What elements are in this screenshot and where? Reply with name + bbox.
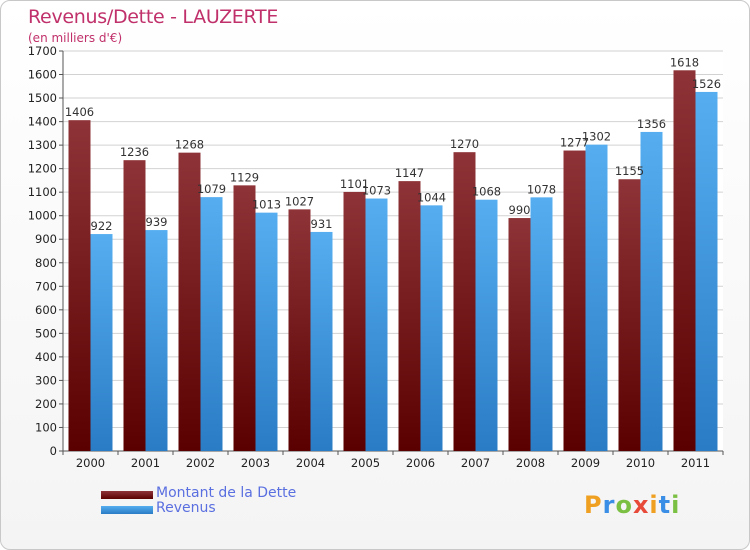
data-label: 1044 (417, 190, 446, 204)
debt-bar (288, 209, 311, 451)
revenue-bar (145, 230, 168, 451)
x-tick-label: 2009 (571, 456, 600, 470)
revenue-bar (475, 199, 498, 451)
debt-bar (68, 120, 91, 452)
data-label: 1268 (175, 138, 204, 152)
data-label: 1155 (615, 164, 644, 178)
chart-title: Revenus/Dette - LAUZERTE (28, 6, 279, 28)
data-label: 1356 (637, 117, 666, 131)
y-tick-label: 1200 (28, 162, 57, 176)
legend-label-debt: Montant de la Dette (156, 485, 297, 501)
chart-subtitle: (en milliers d'€) (28, 31, 123, 45)
logo-letter: x (632, 491, 650, 519)
x-tick-label: 2006 (406, 456, 435, 470)
data-label: 1027 (285, 194, 314, 208)
data-label: 1270 (450, 137, 479, 151)
data-label: 1073 (362, 184, 391, 198)
debt-bar (233, 185, 256, 451)
revenue-bar (310, 231, 333, 451)
y-tick-label: 1300 (28, 138, 57, 152)
legend-swatch-revenue (101, 506, 153, 514)
y-tick-label: 400 (35, 350, 57, 364)
y-tick-label: 900 (35, 232, 57, 246)
x-tick-label: 2001 (131, 456, 160, 470)
x-tick-label: 2002 (186, 456, 215, 470)
data-label: 1068 (472, 185, 501, 199)
legend-label-revenue: Revenus (156, 500, 216, 516)
y-tick-label: 100 (35, 420, 57, 434)
revenue-bar (640, 131, 663, 452)
debt-bar (398, 181, 421, 451)
y-tick-label: 200 (35, 397, 57, 411)
debt-bar (343, 191, 366, 452)
x-tick-label: 2008 (516, 456, 545, 470)
data-label: 1406 (65, 105, 94, 119)
data-label: 1302 (582, 130, 611, 144)
plot-area (63, 51, 723, 451)
data-label: 1236 (120, 145, 149, 159)
debt-bar (508, 218, 531, 451)
data-label: 939 (146, 215, 168, 229)
x-tick-label: 2003 (241, 456, 270, 470)
revenue-bar (200, 197, 223, 451)
y-tick-label: 1500 (28, 91, 57, 105)
x-tick-label: 2004 (296, 456, 325, 470)
logo-letter: t (658, 491, 672, 519)
revenue-bar (90, 234, 113, 451)
y-tick-label: 0 (50, 444, 57, 458)
data-label: 1129 (230, 170, 259, 184)
legend-swatch-debt (101, 491, 153, 499)
logo-letter: P (584, 491, 603, 519)
y-tick-label: 1700 (28, 44, 57, 58)
data-label: 1078 (527, 182, 556, 196)
logo-letter: o (615, 491, 633, 519)
y-tick-label: 1100 (28, 185, 57, 199)
revenue-bar (255, 212, 278, 451)
revenue-bar (365, 198, 388, 451)
data-label: 1618 (670, 55, 699, 69)
logo-letter: r (602, 491, 616, 519)
y-tick-label: 600 (35, 303, 57, 317)
debt-bar (673, 70, 696, 451)
y-tick-label: 1400 (28, 115, 57, 129)
data-label: 931 (311, 217, 333, 231)
data-label: 1101 (340, 177, 369, 191)
data-label: 922 (91, 219, 113, 233)
y-tick-label: 1000 (28, 209, 57, 223)
x-tick-label: 2000 (76, 456, 105, 470)
data-label: 1013 (252, 198, 281, 212)
revenue-bar (530, 197, 553, 451)
y-tick-label: 800 (35, 256, 57, 270)
debt-bar (453, 152, 476, 452)
debt-bar (563, 150, 586, 451)
data-label: 1079 (197, 182, 226, 196)
x-tick-label: 2005 (351, 456, 380, 470)
debt-bar (618, 179, 641, 451)
debt-bar (123, 160, 146, 452)
debt-bar (178, 152, 201, 451)
logo-letter: i (649, 491, 659, 519)
y-tick-label: 700 (35, 279, 57, 293)
y-tick-label: 300 (35, 373, 57, 387)
revenue-bar (695, 91, 718, 452)
data-label: 1147 (395, 166, 424, 180)
logo-letter: i (671, 491, 681, 519)
data-label: 1526 (692, 77, 721, 91)
y-tick-label: 500 (35, 326, 57, 340)
x-tick-label: 2007 (461, 456, 490, 470)
x-tick-label: 2011 (681, 456, 710, 470)
revenue-bar (420, 205, 443, 451)
x-tick-label: 2010 (626, 456, 655, 470)
revenue-bar (585, 144, 608, 451)
proxiti-logo: Proxiti (584, 491, 680, 519)
data-label: 1277 (560, 136, 589, 150)
data-label: 990 (509, 203, 531, 217)
y-tick-label: 1600 (28, 68, 57, 82)
